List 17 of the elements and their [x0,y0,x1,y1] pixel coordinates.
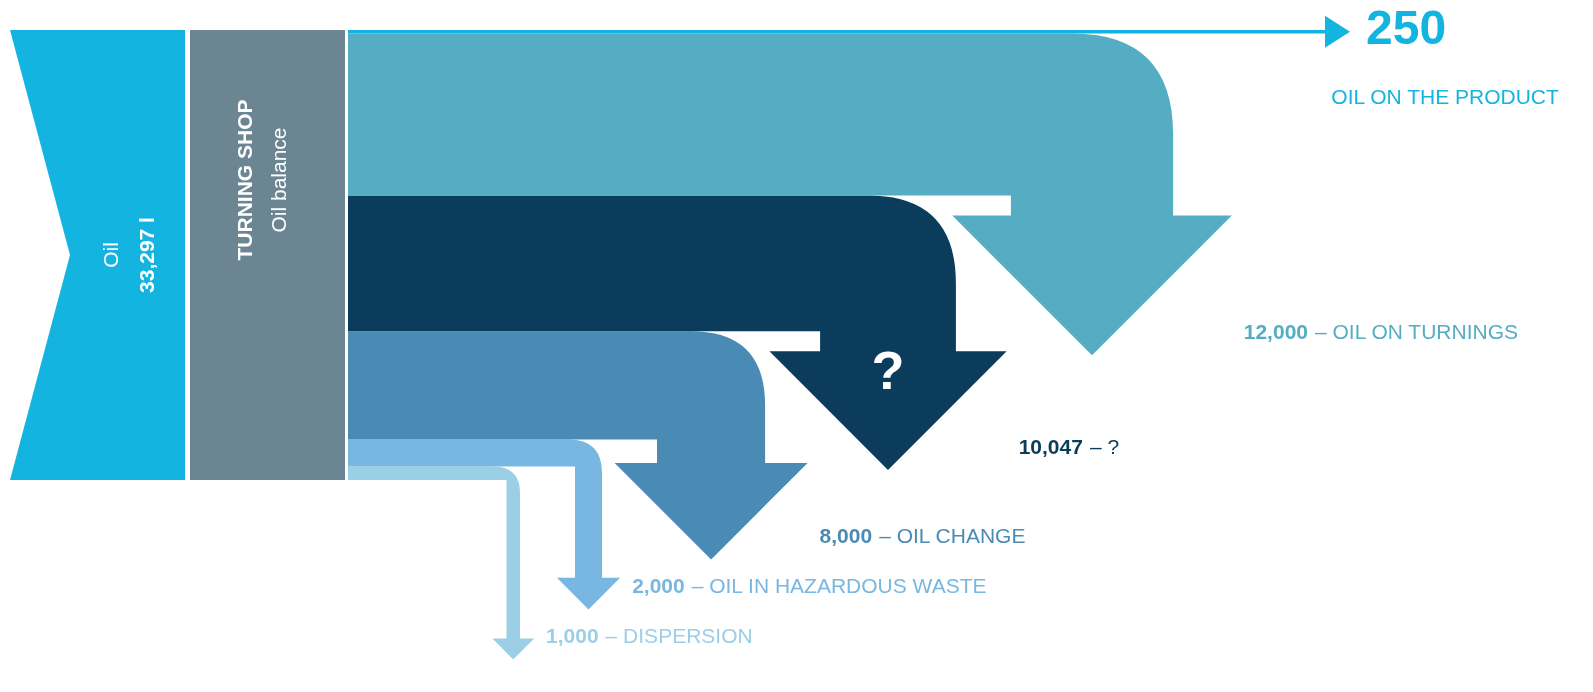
data-label: 8,000 [819,524,873,548]
text: Oil balance [267,127,290,233]
data-label: 12,000 [1243,320,1308,344]
text: TURNING SHOP [233,99,256,261]
category-label: – OIL IN HAZARDOUS WASTE [691,574,987,598]
category-label: – DISPERSION [605,624,753,648]
data-label: 250 [1366,0,1447,54]
category-label: – OIL ON TURNINGS [1314,320,1519,344]
text: Oil [99,242,122,268]
category-label: – ? [1089,434,1120,458]
data-label: 10,047 [1018,434,1083,458]
category-label: – OIL CHANGE [879,524,1026,548]
data-label: 2,000 [632,574,685,598]
category-label: OIL ON THE PRODUCT [1331,85,1560,108]
text: ? [871,340,905,401]
text: 33,297 l [135,217,158,293]
data-label: 1,000 [546,624,599,648]
